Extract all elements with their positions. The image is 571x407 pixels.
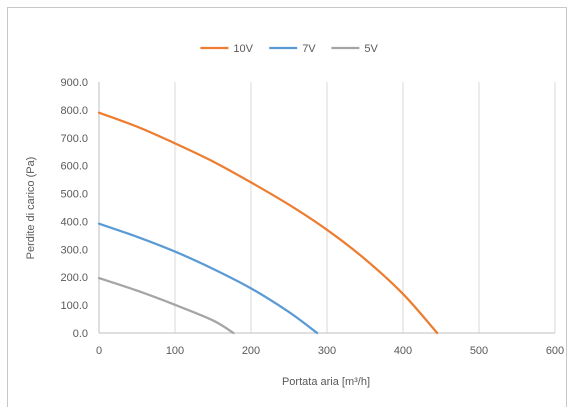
y-tick-100.0: 100.0 — [60, 300, 88, 312]
y-tick-500.0: 500.0 — [60, 189, 88, 201]
y-tick-600.0: 600.0 — [60, 161, 88, 173]
legend-label-7V: 7V — [302, 43, 316, 55]
y-tick-900.0: 900.0 — [60, 77, 88, 89]
x-tick-100: 100 — [166, 345, 184, 357]
legend-label-10V: 10V — [233, 43, 253, 55]
series-lines — [97, 111, 439, 335]
x-tick-300: 300 — [318, 345, 336, 357]
y-tick-0.0: 0.0 — [73, 328, 88, 340]
y-axis-title: Perdite di carico (Pa) — [25, 157, 37, 260]
legend: 10V 7V 5V — [200, 43, 379, 55]
legend-label-5V: 5V — [364, 43, 378, 55]
x-tick-0: 0 — [96, 345, 102, 357]
series-line-7V — [97, 222, 319, 335]
x-tick-labels: 0 100 200 300 400 500 600 — [96, 345, 564, 357]
line-chart: 0 100 200 300 400 500 600 0.0 100.0 200.0 300.0 40… — [25, 43, 564, 388]
gridlines — [174, 82, 556, 333]
x-tick-200: 200 — [242, 345, 260, 357]
y-tick-700.0: 700.0 — [60, 133, 88, 145]
y-tick-300.0: 300.0 — [60, 244, 88, 256]
chart-frame — [7, 7, 567, 407]
x-axis-title: Portata aria [m³/h] — [282, 376, 370, 388]
y-tick-labels: 0.0 100.0 200.0 300.0 400.0 500.0 600.0 700.0 80… — [60, 77, 88, 340]
x-tick-500: 500 — [470, 345, 488, 357]
y-tick-400.0: 400.0 — [60, 216, 88, 228]
x-tick-400: 400 — [394, 345, 412, 357]
y-tick-200.0: 200.0 — [60, 272, 88, 284]
x-tick-600: 600 — [546, 345, 564, 357]
series-line-5V — [97, 276, 235, 335]
series-line-10V — [97, 111, 439, 335]
axes — [98, 82, 555, 334]
y-tick-800.0: 800.0 — [60, 105, 88, 117]
